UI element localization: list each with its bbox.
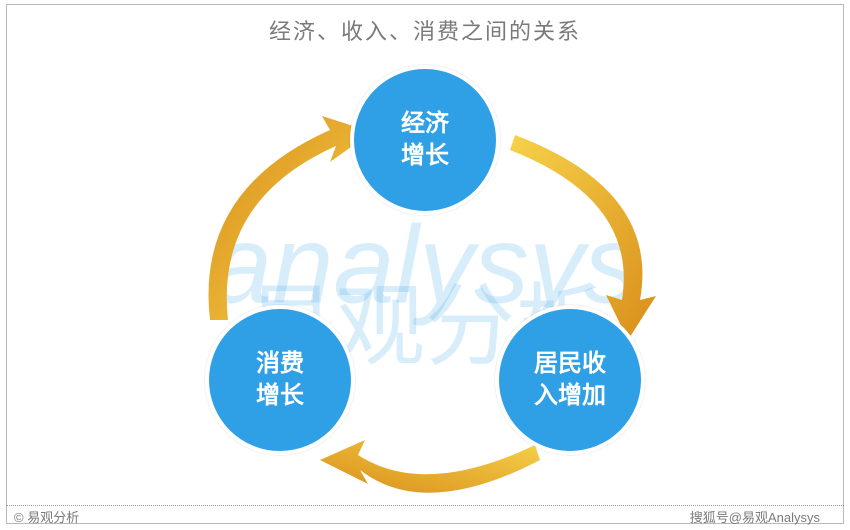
node-consumption-label: 消费增长 xyxy=(256,348,304,413)
node-economy: 经济增长 xyxy=(350,65,500,215)
footer-source: 搜狐号@易观Analysys xyxy=(690,507,820,526)
node-income: 居民收入增加 xyxy=(495,305,645,455)
node-consumption: 消费增长 xyxy=(205,305,355,455)
diagram-title: 经济、收入、消费之间的关系 xyxy=(0,14,850,46)
footer-copyright: © 易观分析 xyxy=(14,507,79,526)
footer-divider xyxy=(6,505,844,506)
node-economy-label: 经济增长 xyxy=(401,108,449,173)
node-income-label: 居民收入增加 xyxy=(534,348,606,413)
